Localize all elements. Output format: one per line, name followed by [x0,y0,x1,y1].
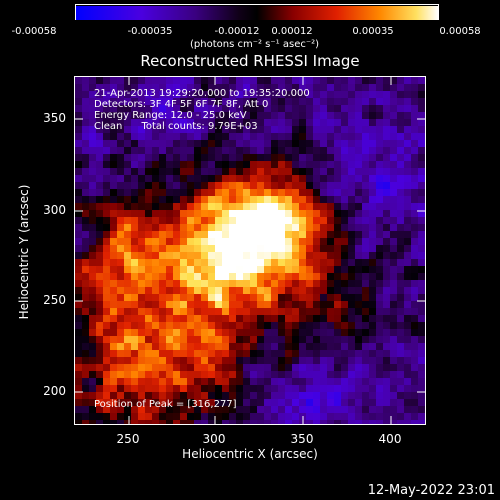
image-plot: 21-Apr-2013 19:29:20.000 to 19:35:20.000… [74,76,426,425]
info-energy-range: Energy Range: 12.0 - 25.0 keV [94,110,247,121]
colorbar-tick-label: 0.00012 [271,26,313,37]
info-detectors: Detectors: 3F 4F 5F 6F 7F 8F, Att 0 [94,99,269,110]
x-tick-label: 400 [378,432,402,446]
timestamp: 12-May-2022 23:01 [367,483,495,498]
colorbar [75,4,439,20]
x-tick-label: 300 [202,432,226,446]
y-axis-label: Heliocentric Y (arcsec) [17,184,31,320]
info-time-range: 21-Apr-2013 19:29:20.000 to 19:35:20.000 [94,88,310,99]
rhessi-heatmap [75,77,425,424]
y-tick-label: 300 [43,203,66,217]
colorbar-tick-label: -0.00035 [127,26,173,37]
colorbar-tick-label: 0.00058 [439,26,481,37]
colorbar-tick-label: 0.00035 [352,26,394,37]
peak-position: Position of Peak = [316,277] [94,399,237,410]
y-tick-label: 350 [43,111,66,125]
info-clean-counts: Clean Total counts: 9.79E+03 [94,121,258,132]
x-tick-label: 250 [116,432,140,446]
x-tick-label: 350 [290,432,314,446]
y-tick-label: 250 [43,293,66,307]
colorbar-units: (photons cm⁻² s⁻¹ asec⁻²) [190,39,320,50]
x-axis-label: Heliocentric X (arcsec) [182,447,318,461]
axis-ticks [75,77,425,424]
colorbar-gradient [76,6,438,20]
colorbar-tick-label: -0.00058 [11,26,57,37]
colorbar-tick-label: -0.00012 [214,26,260,37]
plot-title: Reconstructed RHESSI Image [140,52,360,70]
y-tick-label: 200 [43,384,66,398]
